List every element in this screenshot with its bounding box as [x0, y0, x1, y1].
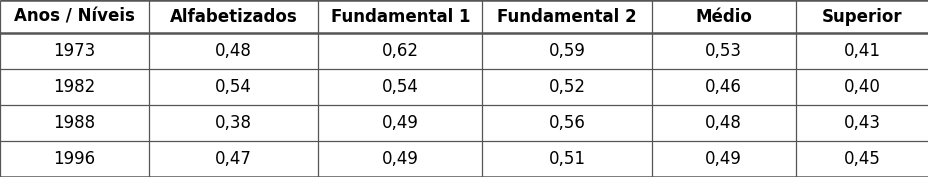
Text: 0,59: 0,59: [548, 42, 585, 60]
Text: Fundamental 2: Fundamental 2: [496, 7, 637, 25]
Text: 1996: 1996: [53, 150, 96, 168]
Text: 0,51: 0,51: [548, 150, 585, 168]
Text: 0,49: 0,49: [381, 114, 419, 132]
Text: Fundamental 1: Fundamental 1: [330, 7, 470, 25]
Text: 0,53: 0,53: [704, 42, 741, 60]
Text: 0,49: 0,49: [381, 150, 419, 168]
Text: Alfabetizados: Alfabetizados: [170, 7, 297, 25]
Text: Médio: Médio: [694, 7, 752, 25]
Text: 0,40: 0,40: [843, 78, 880, 96]
Text: 0,47: 0,47: [215, 150, 251, 168]
Text: 0,38: 0,38: [214, 114, 251, 132]
Text: 0,54: 0,54: [381, 78, 419, 96]
Text: 0,46: 0,46: [704, 78, 741, 96]
Text: 0,48: 0,48: [704, 114, 741, 132]
Text: 0,43: 0,43: [843, 114, 880, 132]
Text: 0,41: 0,41: [843, 42, 880, 60]
Text: 1973: 1973: [53, 42, 96, 60]
Text: 0,48: 0,48: [215, 42, 251, 60]
Text: 0,49: 0,49: [704, 150, 741, 168]
Text: Superior: Superior: [821, 7, 902, 25]
Text: 0,62: 0,62: [381, 42, 419, 60]
Text: 0,56: 0,56: [548, 114, 585, 132]
Text: 0,54: 0,54: [215, 78, 251, 96]
Text: 0,52: 0,52: [548, 78, 585, 96]
Text: 1988: 1988: [53, 114, 96, 132]
Text: 0,45: 0,45: [843, 150, 880, 168]
Text: Anos / Níveis: Anos / Níveis: [14, 7, 135, 25]
Text: 1982: 1982: [53, 78, 96, 96]
